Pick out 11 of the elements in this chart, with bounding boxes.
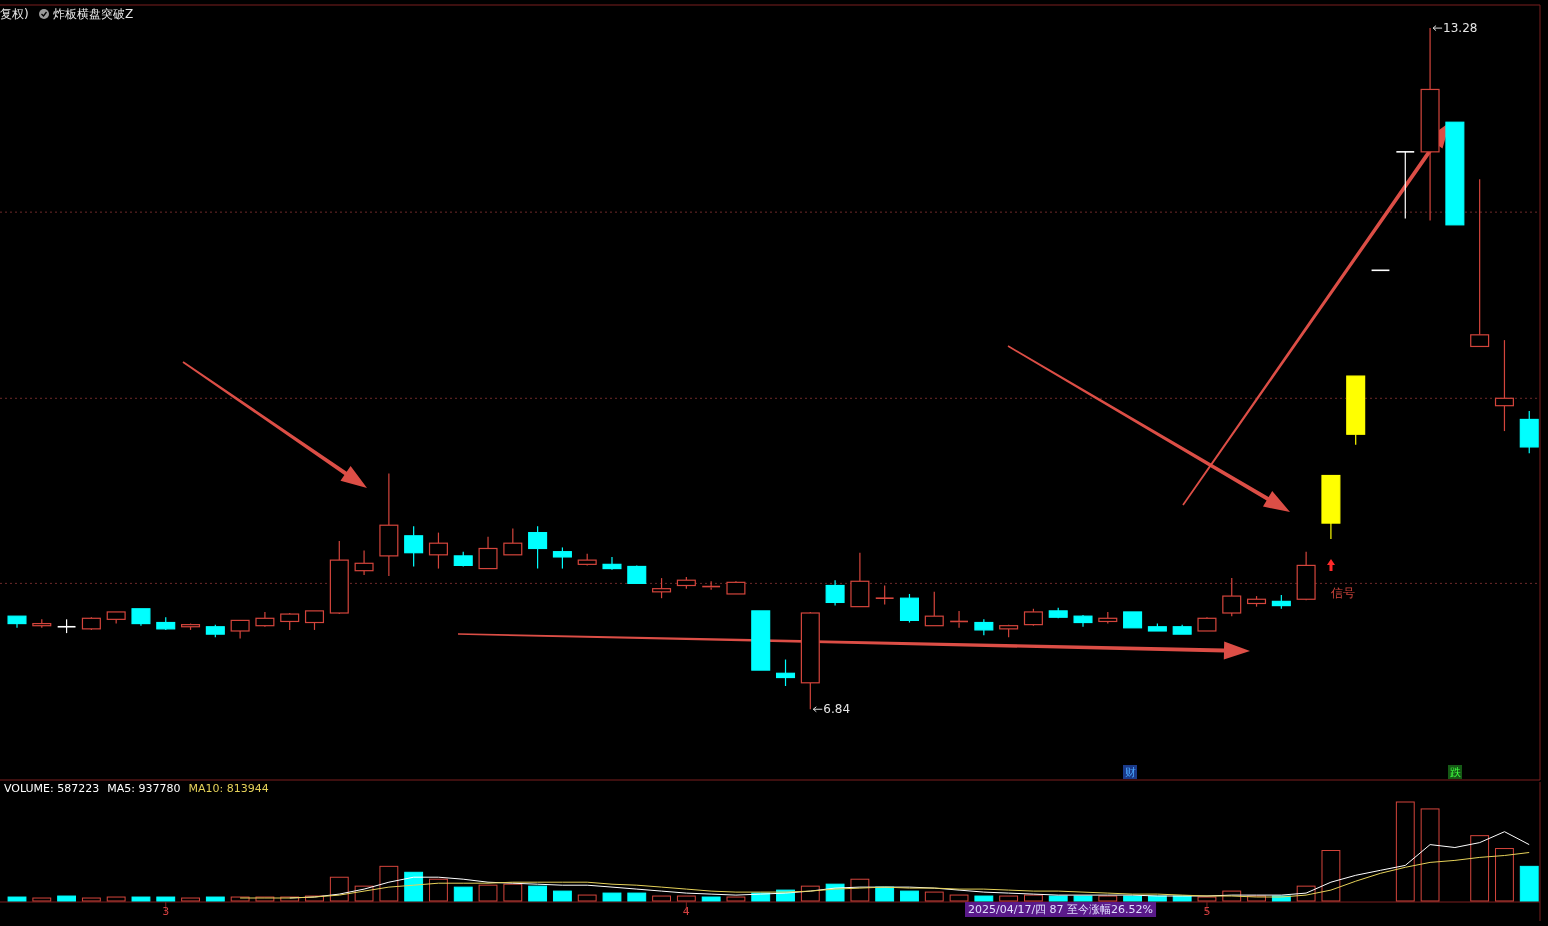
x-tick-label: 4 [682, 905, 690, 918]
x-tick-label: 5 [1203, 905, 1211, 918]
annotation: 信号 [1331, 586, 1355, 600]
chart-title: 炸板横盘突破Z [53, 7, 134, 21]
chart-subtitle: 复权) [0, 7, 29, 21]
annotation: 13.28 [1443, 21, 1478, 36]
text: MA10: 813944 [188, 782, 269, 795]
text: VOLUME: 587223 [4, 782, 100, 795]
text: MA5: 937780 [107, 782, 181, 795]
annotation: 6.84 [823, 702, 851, 717]
x-tick-label: 3 [162, 905, 170, 918]
